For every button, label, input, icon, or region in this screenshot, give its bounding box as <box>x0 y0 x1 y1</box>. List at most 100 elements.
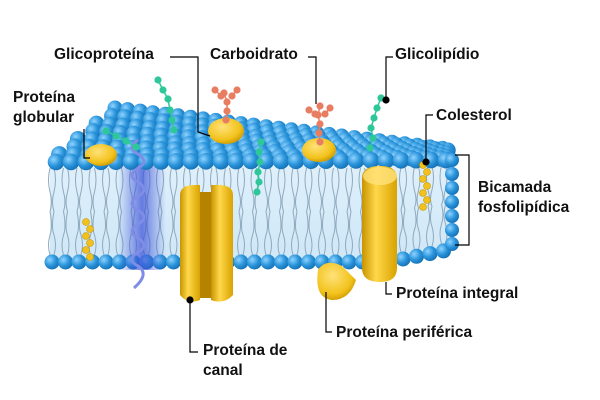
phospholipid-head <box>260 254 276 270</box>
phospholipid-head <box>242 152 260 170</box>
label-channel-protein-line1: Proteína de <box>203 342 288 359</box>
phospholipid-head <box>422 246 438 262</box>
carb-green-bead <box>373 104 381 112</box>
phospholipid-head <box>377 152 395 169</box>
carb-green-bead <box>256 158 264 166</box>
phospholipid-tail <box>281 167 286 212</box>
carb-green-bead <box>257 138 265 146</box>
phospholipid-tail <box>403 209 407 253</box>
carb-green-bead <box>159 86 167 94</box>
carb-green-bead <box>154 76 162 84</box>
phospholipid-head <box>62 153 80 171</box>
phospholipid-tail <box>61 167 66 212</box>
phospholipid-tail <box>52 211 56 256</box>
carb-green-bead <box>168 116 176 124</box>
phospholipid-head <box>362 152 380 169</box>
phospholipid-tail <box>430 206 434 247</box>
cholesterol-bead <box>419 175 427 183</box>
phospholipid-tail <box>358 167 363 212</box>
globular-protein-shape <box>85 144 117 166</box>
phospholipid-tail <box>264 167 268 212</box>
phospholipid-head <box>122 153 140 170</box>
channel-protein-shape <box>180 185 233 302</box>
phospholipid-head <box>58 254 73 270</box>
phospholipid-head <box>98 254 114 270</box>
cholesterol-bead <box>86 253 94 261</box>
phospholipid-head <box>392 152 410 169</box>
phospholipid-tail <box>48 211 52 256</box>
phospholipid-head <box>287 254 303 270</box>
phospholipid-head <box>227 152 245 170</box>
label-bilayer-line1: Bicamada <box>478 179 552 196</box>
carb-red-bead <box>223 107 231 115</box>
cholesterol-bead <box>82 218 90 226</box>
phospholipid-tail <box>308 167 313 212</box>
cholesterol-bead <box>86 225 94 233</box>
label-bilayer-line2: fosfolipídica <box>478 199 570 216</box>
carb-green-bead <box>367 124 375 132</box>
phospholipid-tail <box>79 167 83 212</box>
phospholipid-tail <box>102 167 106 212</box>
phospholipid-head <box>257 152 275 170</box>
phospholipid-tail <box>430 165 434 207</box>
phospholipid-front-edge <box>445 153 459 251</box>
label-carbohydrate: Carboidrato <box>210 46 298 63</box>
phospholipid-tail <box>254 211 259 256</box>
phospholipid-tail <box>264 211 268 256</box>
phospholipid-tail <box>75 167 79 212</box>
phospholipid-tail <box>426 206 430 247</box>
label-cholesterol: Colesterol <box>436 107 512 124</box>
carb-green-bead <box>254 168 262 176</box>
phospholipid-tail <box>403 167 407 210</box>
phospholipid-head <box>445 181 459 195</box>
label-glycolipid: Glicolipídio <box>395 46 480 63</box>
phospholipid-tail <box>241 211 245 256</box>
phospholipid-head <box>347 152 365 169</box>
phospholipid-tail <box>102 211 106 256</box>
phospholipid-head <box>409 248 424 264</box>
phospholipid-head <box>445 237 459 251</box>
phospholipid-tail <box>106 167 110 212</box>
phospholipid-head <box>247 254 262 270</box>
phospholipid-tail <box>308 211 313 256</box>
phospholipid-tail <box>335 167 340 212</box>
glycoprotein-shape <box>208 118 244 144</box>
carb-green-bead <box>166 106 174 114</box>
carb-green-bead <box>132 143 140 151</box>
phospholipid-tail <box>106 211 110 256</box>
phospholipid-tail <box>318 211 322 256</box>
phospholipid-head <box>287 152 305 170</box>
phospholipid-tail <box>241 167 245 212</box>
phospholipid-head <box>445 167 459 181</box>
leader-lines <box>83 56 470 353</box>
phospholipid-tail <box>416 207 421 250</box>
phospholipid-tail <box>250 167 255 212</box>
carb-green-bead <box>170 126 178 134</box>
carb-red-bead <box>316 102 324 110</box>
phospholipid-head <box>445 209 459 223</box>
carb-green-bead <box>102 127 110 135</box>
peripheral-protein-shape <box>317 262 356 300</box>
phospholipid-head <box>44 254 60 270</box>
phospholipid-tail <box>237 167 241 212</box>
phospholipid-tail <box>65 211 70 256</box>
label-globular-protein-line2: globular <box>13 109 75 126</box>
integral-protein-shape <box>362 166 397 282</box>
label-channel-protein-line2: canal <box>203 362 243 379</box>
cholesterol-bead <box>423 182 431 190</box>
phospholipid-tail <box>399 209 403 253</box>
cholesterol-bead <box>423 196 431 204</box>
phospholipid-tail <box>331 211 336 256</box>
carb-green-bead <box>369 134 377 142</box>
phospholipid-tail <box>291 167 295 212</box>
phospholipid-tail <box>61 211 66 256</box>
phospholipid-tail <box>75 211 79 256</box>
phospholipid-head <box>341 254 357 270</box>
alpha-helix-protein <box>130 138 146 290</box>
label-globular-protein-line1: Proteína <box>13 89 76 106</box>
phospholipid-tail <box>277 167 282 212</box>
phospholipid-tail <box>281 211 286 256</box>
phospholipid-head <box>47 153 65 171</box>
phospholipid-tail <box>331 167 336 212</box>
